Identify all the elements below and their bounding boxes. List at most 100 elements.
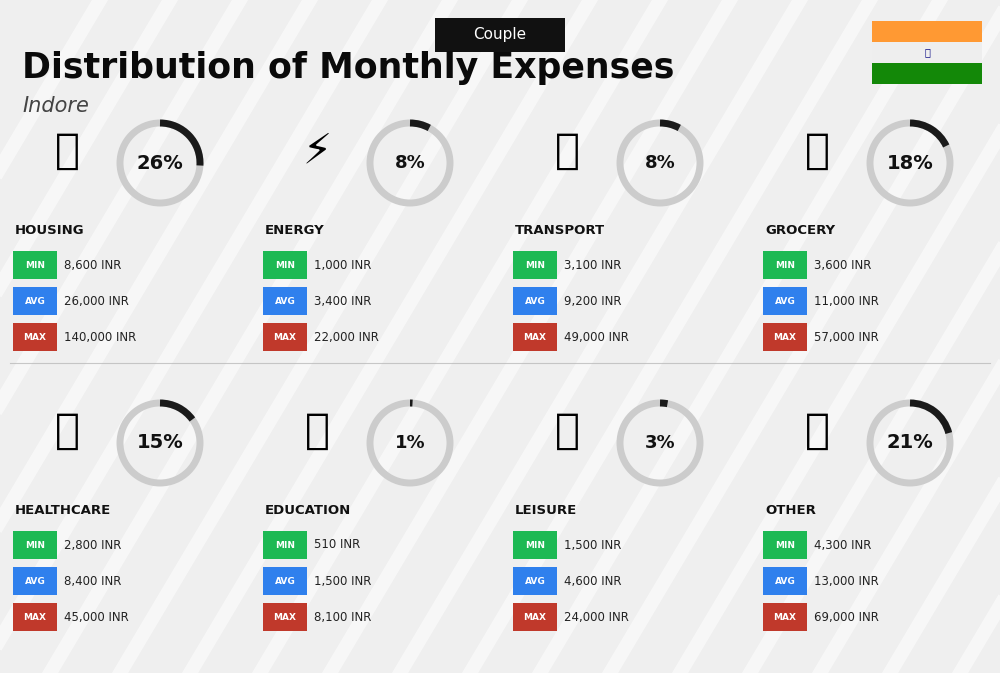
Text: MAX: MAX xyxy=(24,612,46,621)
Text: AVG: AVG xyxy=(775,577,795,586)
FancyBboxPatch shape xyxy=(13,323,57,351)
Text: 22,000 INR: 22,000 INR xyxy=(314,330,379,343)
Text: 13,000 INR: 13,000 INR xyxy=(814,575,879,588)
Text: MIN: MIN xyxy=(25,260,45,269)
Text: 🛍: 🛍 xyxy=(554,410,580,452)
FancyBboxPatch shape xyxy=(513,287,557,315)
FancyBboxPatch shape xyxy=(263,287,307,315)
Text: 💓: 💓 xyxy=(54,410,80,452)
FancyBboxPatch shape xyxy=(513,603,557,631)
FancyBboxPatch shape xyxy=(763,603,807,631)
Text: 24,000 INR: 24,000 INR xyxy=(564,610,629,623)
Text: HEALTHCARE: HEALTHCARE xyxy=(15,505,111,518)
Text: HOUSING: HOUSING xyxy=(15,225,85,238)
Text: 3,600 INR: 3,600 INR xyxy=(814,258,871,271)
Text: 🛒: 🛒 xyxy=(804,130,830,172)
FancyBboxPatch shape xyxy=(872,63,982,84)
Text: 45,000 INR: 45,000 INR xyxy=(64,610,129,623)
Text: 1%: 1% xyxy=(395,434,425,452)
Text: 9,200 INR: 9,200 INR xyxy=(564,295,622,308)
Text: MAX: MAX xyxy=(274,612,296,621)
Text: MIN: MIN xyxy=(525,540,545,549)
Text: MAX: MAX xyxy=(774,332,796,341)
Text: AVG: AVG xyxy=(775,297,795,306)
Text: 21%: 21% xyxy=(887,433,933,452)
Text: 26,000 INR: 26,000 INR xyxy=(64,295,129,308)
Text: MIN: MIN xyxy=(775,260,795,269)
FancyBboxPatch shape xyxy=(13,603,57,631)
Text: 🚌: 🚌 xyxy=(554,130,580,172)
Text: Distribution of Monthly Expenses: Distribution of Monthly Expenses xyxy=(22,51,674,85)
FancyBboxPatch shape xyxy=(263,531,307,559)
FancyBboxPatch shape xyxy=(13,251,57,279)
Text: AVG: AVG xyxy=(525,297,545,306)
Text: AVG: AVG xyxy=(25,297,45,306)
Text: AVG: AVG xyxy=(275,297,295,306)
Text: AVG: AVG xyxy=(275,577,295,586)
Text: MAX: MAX xyxy=(24,332,46,341)
FancyBboxPatch shape xyxy=(872,21,982,42)
FancyBboxPatch shape xyxy=(513,567,557,595)
Text: 🎓: 🎓 xyxy=(304,410,330,452)
Text: 8,400 INR: 8,400 INR xyxy=(64,575,121,588)
FancyBboxPatch shape xyxy=(263,567,307,595)
Text: 3%: 3% xyxy=(645,434,675,452)
Text: 8,600 INR: 8,600 INR xyxy=(64,258,121,271)
Text: 140,000 INR: 140,000 INR xyxy=(64,330,136,343)
Text: OTHER: OTHER xyxy=(765,505,816,518)
Text: ENERGY: ENERGY xyxy=(265,225,325,238)
Text: 8,100 INR: 8,100 INR xyxy=(314,610,371,623)
FancyBboxPatch shape xyxy=(763,251,807,279)
Text: 1,000 INR: 1,000 INR xyxy=(314,258,371,271)
Text: AVG: AVG xyxy=(525,577,545,586)
Text: GROCERY: GROCERY xyxy=(765,225,835,238)
Text: 3,100 INR: 3,100 INR xyxy=(564,258,621,271)
Text: 4,600 INR: 4,600 INR xyxy=(564,575,622,588)
Text: 4,300 INR: 4,300 INR xyxy=(814,538,871,551)
Text: 8%: 8% xyxy=(395,154,425,172)
Text: ⎈: ⎈ xyxy=(924,48,930,57)
Text: 18%: 18% xyxy=(887,153,933,172)
Text: MIN: MIN xyxy=(275,540,295,549)
Text: TRANSPORT: TRANSPORT xyxy=(515,225,605,238)
Text: MAX: MAX xyxy=(274,332,296,341)
Text: MAX: MAX xyxy=(524,612,546,621)
Text: ⚡: ⚡ xyxy=(302,130,332,172)
Text: 8%: 8% xyxy=(645,154,675,172)
Text: MAX: MAX xyxy=(774,612,796,621)
FancyBboxPatch shape xyxy=(763,531,807,559)
Text: EDUCATION: EDUCATION xyxy=(265,505,351,518)
FancyBboxPatch shape xyxy=(763,323,807,351)
Text: MIN: MIN xyxy=(525,260,545,269)
Text: 26%: 26% xyxy=(137,153,183,172)
Text: 15%: 15% xyxy=(137,433,183,452)
Text: LEISURE: LEISURE xyxy=(515,505,577,518)
FancyBboxPatch shape xyxy=(13,531,57,559)
Text: Couple: Couple xyxy=(473,28,527,42)
Text: AVG: AVG xyxy=(25,577,45,586)
Text: 69,000 INR: 69,000 INR xyxy=(814,610,879,623)
Text: 💰: 💰 xyxy=(804,410,830,452)
FancyBboxPatch shape xyxy=(263,323,307,351)
FancyBboxPatch shape xyxy=(513,531,557,559)
Text: 11,000 INR: 11,000 INR xyxy=(814,295,879,308)
Text: 1,500 INR: 1,500 INR xyxy=(564,538,621,551)
Text: 1,500 INR: 1,500 INR xyxy=(314,575,371,588)
Text: 3,400 INR: 3,400 INR xyxy=(314,295,371,308)
Text: 510 INR: 510 INR xyxy=(314,538,360,551)
FancyBboxPatch shape xyxy=(263,251,307,279)
FancyBboxPatch shape xyxy=(513,323,557,351)
FancyBboxPatch shape xyxy=(513,251,557,279)
FancyBboxPatch shape xyxy=(13,287,57,315)
Text: 2,800 INR: 2,800 INR xyxy=(64,538,121,551)
FancyBboxPatch shape xyxy=(763,287,807,315)
Text: 57,000 INR: 57,000 INR xyxy=(814,330,879,343)
Text: MIN: MIN xyxy=(775,540,795,549)
FancyBboxPatch shape xyxy=(435,18,565,52)
FancyBboxPatch shape xyxy=(13,567,57,595)
Text: MIN: MIN xyxy=(275,260,295,269)
FancyBboxPatch shape xyxy=(763,567,807,595)
Text: Indore: Indore xyxy=(22,96,89,116)
FancyBboxPatch shape xyxy=(872,42,982,63)
Text: 🏢: 🏢 xyxy=(54,130,80,172)
